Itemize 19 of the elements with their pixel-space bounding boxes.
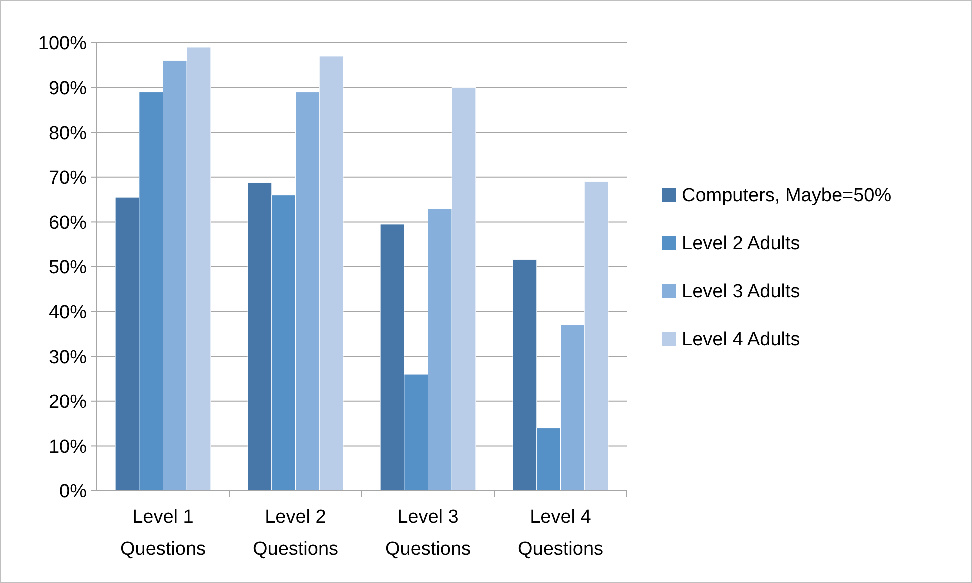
legend-label: Level 4 Adults	[682, 330, 800, 351]
y-tick-label: 40%	[48, 302, 88, 324]
y-tick-label: 90%	[48, 78, 88, 100]
y-tick-label: 20%	[48, 392, 88, 414]
x-tick-label: Level 4 Questions	[518, 507, 604, 560]
legend-label: Level 2 Adults	[682, 234, 800, 255]
x-tick-label: Level 1 Questions	[120, 507, 206, 560]
y-tick-label: 30%	[48, 347, 88, 368]
y-tick-label: 50%	[48, 258, 88, 279]
legend-label: Level 3 Adults	[682, 282, 800, 303]
y-tick-label: 100%	[38, 34, 88, 55]
y-tick-label: 0%	[60, 482, 88, 503]
y-tick-label: 70%	[48, 168, 88, 190]
y-tick-label: 60%	[48, 212, 88, 234]
y-tick-label: 10%	[48, 436, 88, 458]
x-tick-label: Level 3 Questions	[385, 507, 472, 560]
x-tick-label: Level 2 Questions	[252, 507, 339, 560]
legend-label: Computers, Maybe=50%	[682, 186, 892, 207]
y-tick-label: 80%	[48, 123, 88, 144]
